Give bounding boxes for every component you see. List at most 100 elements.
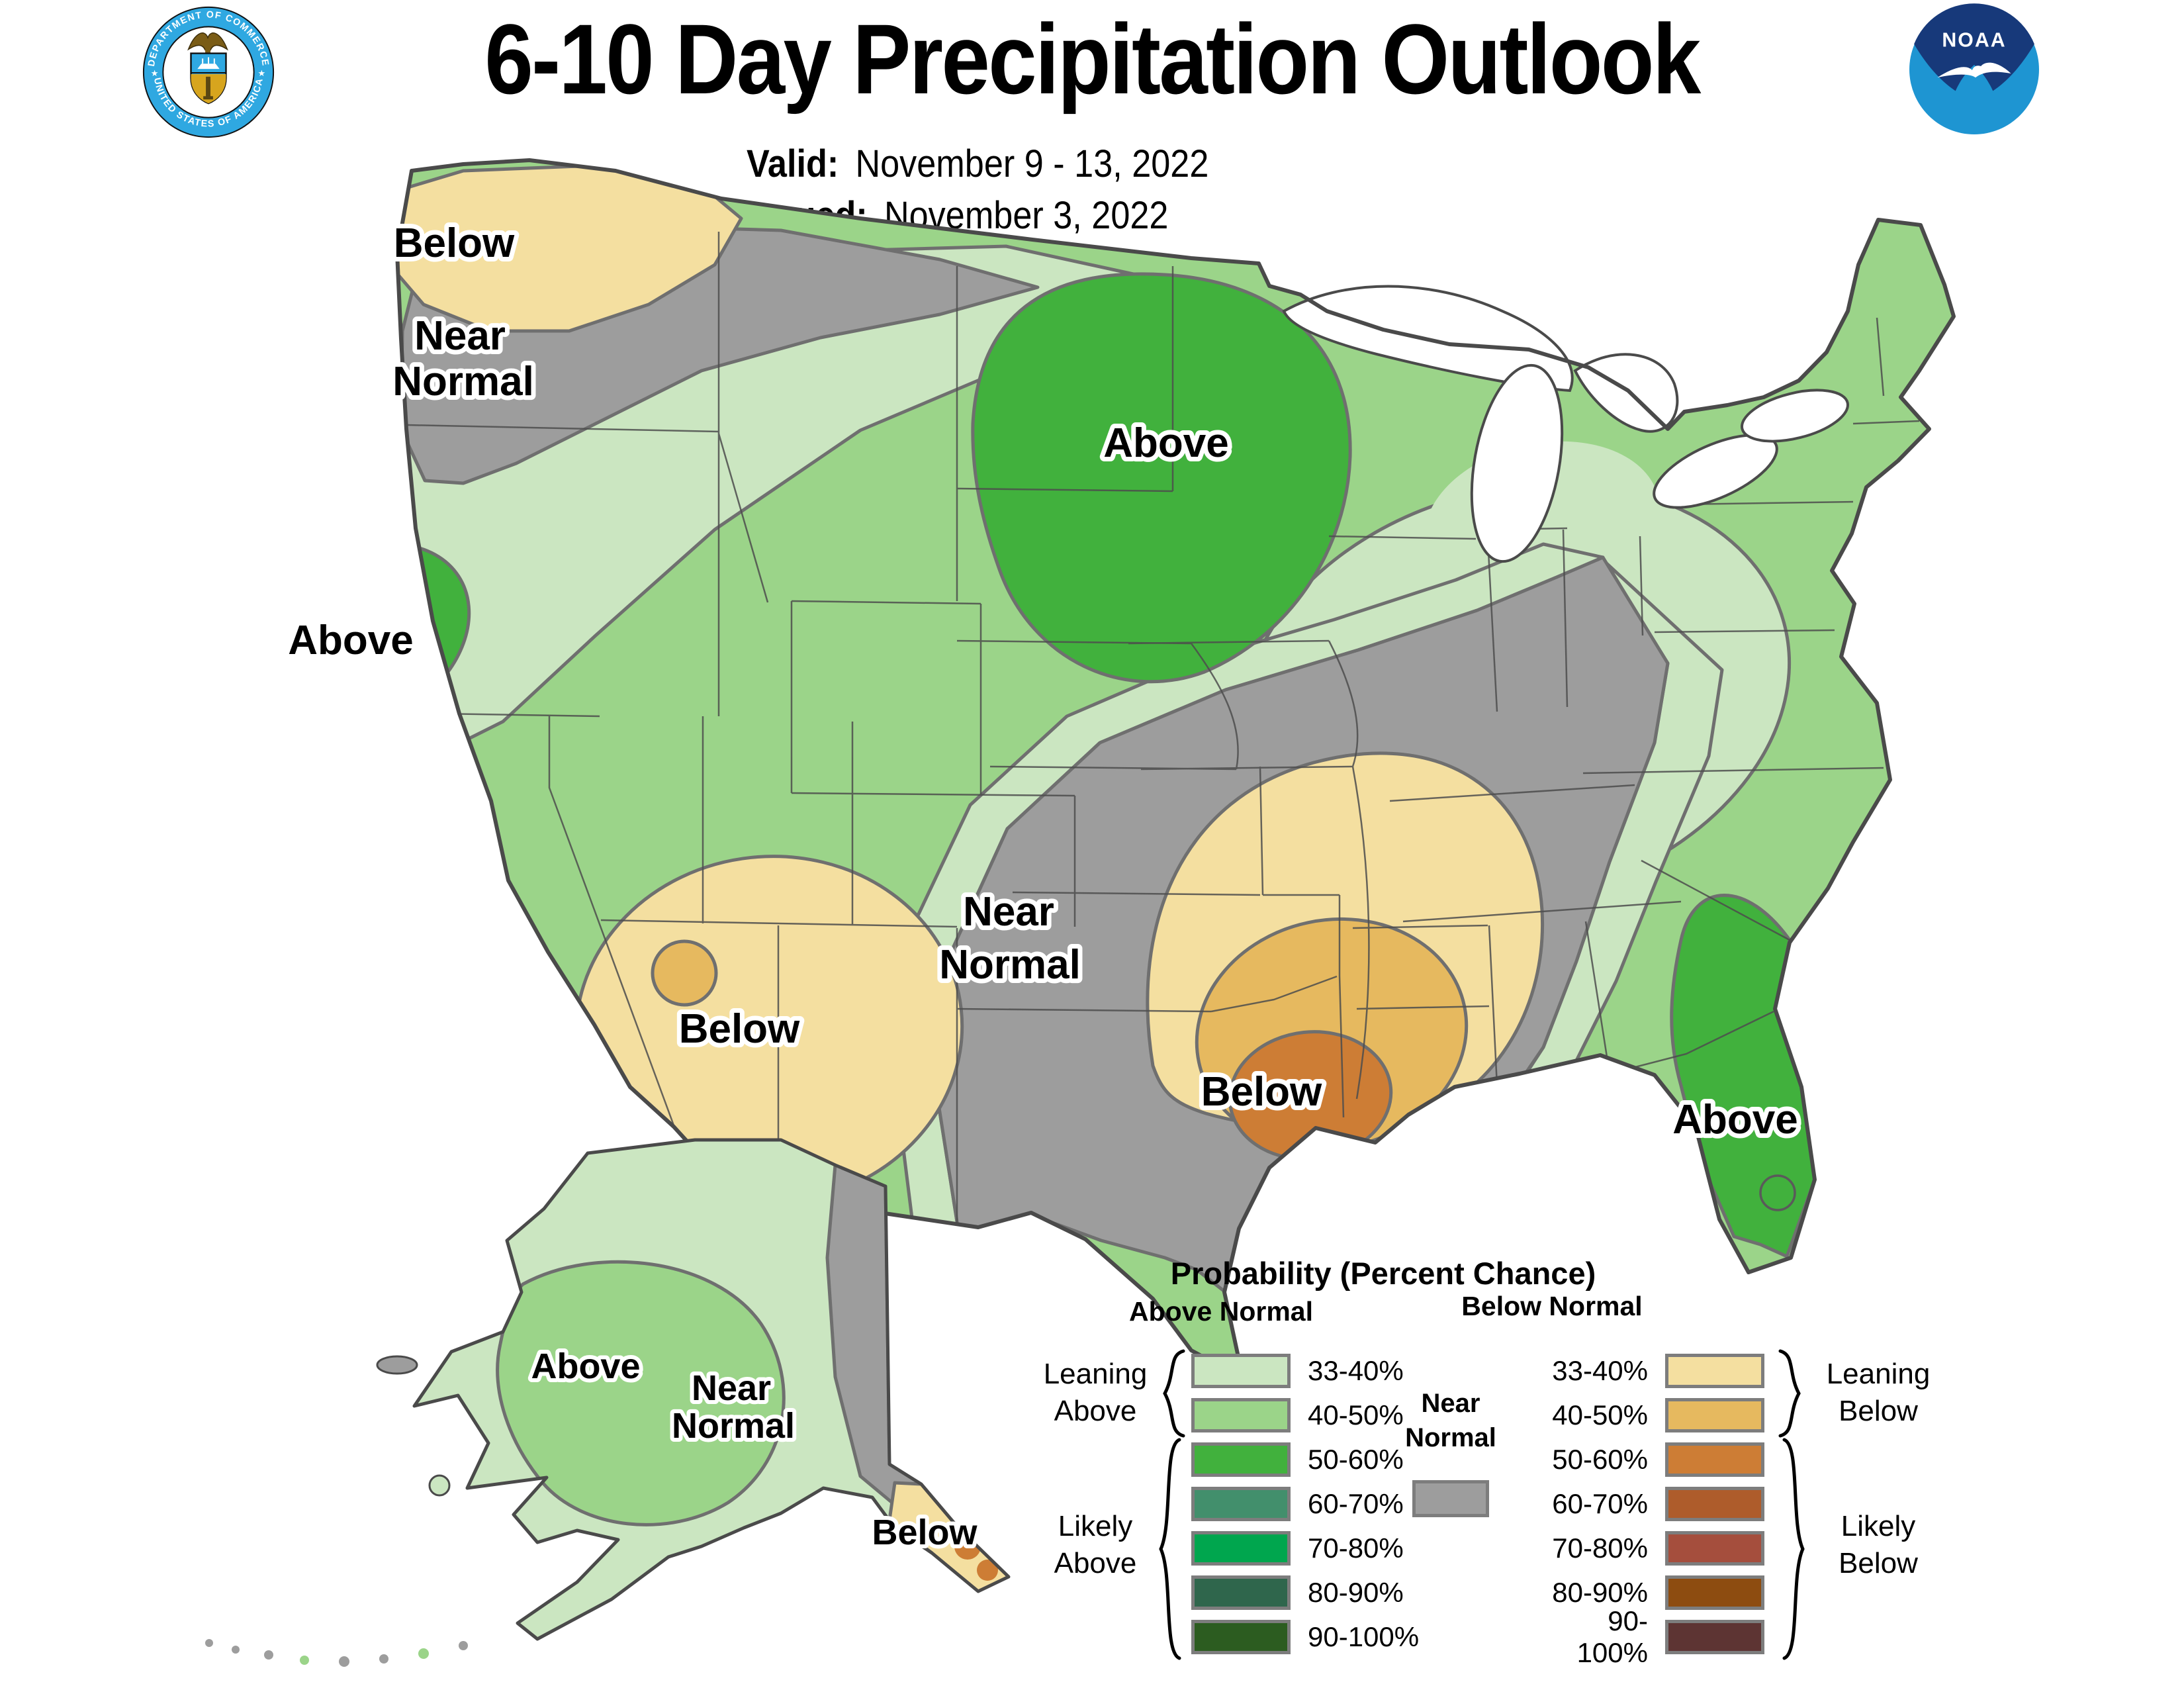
legend-above-normal-header: Above Normal <box>1129 1296 1313 1327</box>
swatch-above-33-40 <box>1191 1354 1291 1388</box>
swatch-below-50-60 <box>1665 1442 1764 1477</box>
doc-lighthouse-icon <box>206 76 210 98</box>
legend-row-above-80-90: 80-90% <box>1191 1575 1404 1610</box>
label-ak-below: Below <box>872 1513 978 1552</box>
noaa-logo-text: NOAA <box>1942 30 2006 52</box>
brace-leaning-above <box>1163 1349 1185 1438</box>
label-likely-below: Likely Below <box>1772 1508 1984 1582</box>
likely-below-line1: Likely <box>1841 1510 1916 1542</box>
legend-row-below-60-70: 60-70% <box>1541 1487 1764 1521</box>
range-below-90-100: 90-100% <box>1576 1605 1648 1668</box>
label-likely-above: Likely Above <box>989 1508 1201 1582</box>
swatch-below-70-80 <box>1665 1531 1764 1566</box>
likely-above-line1: Likely <box>1058 1510 1133 1542</box>
swatch-below-90-100 <box>1665 1620 1764 1654</box>
range-below-40-50: 40-50% <box>1552 1399 1648 1430</box>
range-above-40-50: 40-50% <box>1308 1399 1404 1430</box>
page-title: 6-10 Day Precipitation Outlook <box>484 3 1701 115</box>
label-nw-near: Near <box>414 313 506 359</box>
legend-row-above-70-80: 70-80% <box>1191 1531 1404 1566</box>
region-sw-below-40-50 <box>651 939 718 1007</box>
doc-ship-icon <box>197 64 220 70</box>
brace-likely-below <box>1782 1438 1805 1660</box>
label-california-above: Above <box>288 618 413 663</box>
label-se-above: Above <box>1672 1097 1797 1143</box>
legend-row-below-40-50: 40-50% <box>1541 1398 1764 1432</box>
legend-near-line2: Normal <box>1405 1423 1496 1452</box>
leaning-below-line2: Below <box>1839 1395 1918 1427</box>
swatch-above-50-60 <box>1191 1442 1291 1477</box>
region-midwest-above-50-60 <box>971 272 1352 684</box>
swatch-below-40-50 <box>1665 1398 1764 1432</box>
label-nw-normal: Normal <box>392 359 534 404</box>
valid-value: November 9 - 13, 2022 <box>855 142 1209 185</box>
range-below-33-40: 33-40% <box>1552 1355 1648 1386</box>
lake-ontario <box>1741 389 1849 443</box>
swatch-above-70-80 <box>1191 1531 1291 1566</box>
legend-row-below-50-60: 50-60% <box>1541 1442 1764 1477</box>
doc-star-right: ★ <box>258 68 265 78</box>
range-below-50-60: 50-60% <box>1552 1444 1648 1475</box>
swatch-above-60-70 <box>1191 1487 1291 1521</box>
swatch-near-normal <box>1412 1480 1489 1517</box>
range-above-70-80: 70-80% <box>1308 1532 1404 1564</box>
label-central-near: Near <box>963 889 1054 935</box>
ak-above-40-50 <box>496 1260 786 1526</box>
label-leaning-below: Leaning Below <box>1772 1356 1984 1430</box>
likely-below-line2: Below <box>1839 1547 1918 1579</box>
range-above-33-40: 33-40% <box>1308 1355 1404 1386</box>
range-below-80-90: 80-90% <box>1552 1577 1648 1608</box>
leaning-above-line2: Above <box>1054 1395 1137 1427</box>
range-above-80-90: 80-90% <box>1308 1577 1404 1608</box>
noaa-logo-icon: NOAA <box>1909 3 2039 134</box>
alaska-islands <box>205 1355 468 1667</box>
department-of-commerce-seal-icon: DEPARTMENT OF COMMERCE UNITED STATES OF … <box>142 6 275 138</box>
range-below-70-80: 70-80% <box>1552 1532 1648 1564</box>
swatch-below-33-40 <box>1665 1354 1764 1388</box>
leaning-above-line1: Leaning <box>1043 1358 1148 1390</box>
legend-near-line1: Near <box>1421 1389 1480 1418</box>
map-labels: Below Near Normal Above Above Near Norma… <box>283 216 1802 1556</box>
label-ak-near: Near <box>692 1368 771 1408</box>
label-sw-below: Below <box>679 1006 800 1052</box>
legend-below-normal-header: Below Normal <box>1461 1291 1643 1321</box>
range-above-60-70: 60-70% <box>1308 1488 1404 1519</box>
legend-row-above-40-50: 40-50% <box>1191 1398 1404 1432</box>
swatch-above-80-90 <box>1191 1575 1291 1610</box>
swatch-below-60-70 <box>1665 1487 1764 1521</box>
swatch-below-80-90 <box>1665 1575 1764 1610</box>
lake-erie <box>1653 434 1778 509</box>
label-ak-normal: Normal <box>672 1406 795 1446</box>
noaa-seagull-icon <box>1937 62 2011 78</box>
legend-row-below-80-90: 80-90% <box>1541 1575 1764 1610</box>
doc-eagle-icon <box>187 32 228 51</box>
legend-row-above-90-100: 90-100% <box>1191 1620 1419 1654</box>
legend-row-above-50-60: 50-60% <box>1191 1442 1404 1477</box>
likely-above-line2: Above <box>1054 1547 1137 1579</box>
swatch-above-90-100 <box>1191 1620 1291 1654</box>
legend-title: Probability (Percent Chance) <box>1170 1256 1596 1291</box>
swatch-above-40-50 <box>1191 1398 1291 1432</box>
legend-row-above-33-40: 33-40% <box>1191 1354 1404 1388</box>
brace-likely-above <box>1159 1438 1181 1660</box>
range-above-90-100: 90-100% <box>1308 1621 1420 1652</box>
label-central-normal: Normal <box>939 942 1081 988</box>
legend-row-below-90-100: 90-100% <box>1541 1605 1764 1668</box>
doc-star-left: ★ <box>151 68 158 78</box>
doc-eagle-body <box>205 46 210 54</box>
label-ak-above: Above <box>531 1346 640 1386</box>
label-gulf-below: Below <box>1201 1069 1322 1115</box>
label-leaning-above: Leaning Above <box>989 1356 1201 1430</box>
legend-row-above-60-70: 60-70% <box>1191 1487 1404 1521</box>
valid-date-line: Valid: November 9 - 13, 2022 <box>747 142 1208 186</box>
range-above-50-60: 50-60% <box>1308 1444 1404 1475</box>
lake-michigan <box>1470 363 1564 563</box>
legend-row-below-70-80: 70-80% <box>1541 1531 1764 1566</box>
legend-row-below-33-40: 33-40% <box>1541 1354 1764 1388</box>
brace-leaning-below <box>1778 1349 1801 1438</box>
state-borders <box>406 232 1920 1230</box>
lake-okeechobee <box>1759 1174 1796 1211</box>
leaning-below-line1: Leaning <box>1826 1358 1931 1390</box>
label-nw-below: Below <box>394 220 515 266</box>
